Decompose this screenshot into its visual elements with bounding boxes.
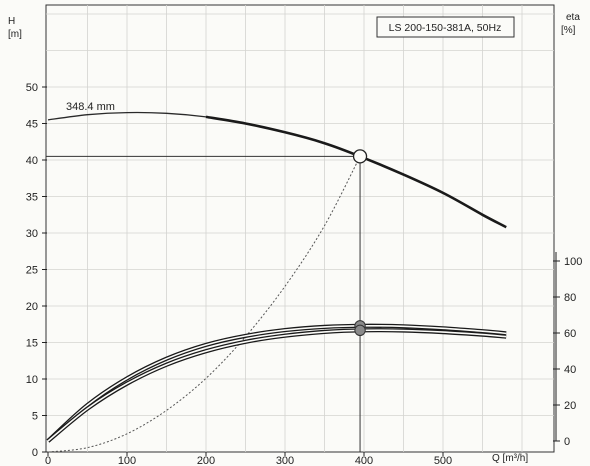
x-tick-label: 0 [45, 455, 51, 466]
y-tick-label: 5 [32, 411, 38, 423]
y-tick-label: 0 [32, 447, 38, 459]
curve-label: 348.4 mm [66, 101, 115, 113]
operating-point-marker [352, 149, 368, 164]
y2-tick-label: 80 [564, 292, 576, 304]
title-box: LS 200-150-381A, 50Hz [376, 16, 515, 38]
plot-frame [45, 4, 555, 453]
y-axis-title-line-1: H [8, 16, 15, 27]
y-tick-label: 20 [26, 301, 38, 313]
y-tick-label: 30 [26, 228, 38, 240]
y2-tick-label: 100 [564, 256, 582, 268]
grid [45, 4, 555, 453]
y-tick-label: 15 [26, 338, 38, 350]
y2-tick-label: 40 [564, 364, 576, 376]
y-tick-label: 50 [26, 82, 38, 94]
efficiency-curve-inner [47, 329, 507, 442]
system-curve [47, 156, 361, 453]
y-tick-label: 35 [26, 192, 38, 204]
efficiency-curve-inner [47, 324, 507, 442]
efficiency-curve-outline [46, 323, 507, 443]
y2-tick-label: 0 [564, 436, 570, 448]
curves [46, 111, 507, 453]
x-tick-label: 200 [197, 455, 215, 466]
y2-tick-label: 20 [564, 400, 576, 412]
chart-title: LS 200-150-381A, 50Hz [389, 22, 502, 34]
x-tick-label: 500 [434, 455, 452, 466]
y2-axis-title-line-1: eta [566, 12, 580, 23]
markers [46, 149, 368, 452]
y-tick-label: 40 [26, 155, 38, 167]
x-tick-label: 100 [118, 455, 136, 466]
y2-axis-title: eta [%] [561, 12, 580, 36]
y-tick-label: 10 [26, 374, 38, 386]
y-tick-label: 25 [26, 265, 38, 277]
y-tick-label: 45 [26, 119, 38, 131]
efficiency-point-marker [354, 324, 366, 336]
y-axis-title-line-2: [m] [8, 29, 22, 40]
head-curve [205, 115, 507, 229]
x-axis-title: Q [m³/h] [492, 453, 528, 464]
x-tick-label: 400 [355, 455, 373, 466]
y-axis-title: H [m] [8, 16, 22, 40]
y2-tick-label: 60 [564, 328, 576, 340]
y2-axis-title-line-2: [%] [561, 25, 576, 36]
x-tick-label: 300 [276, 455, 294, 466]
title-box-frame [376, 16, 515, 38]
